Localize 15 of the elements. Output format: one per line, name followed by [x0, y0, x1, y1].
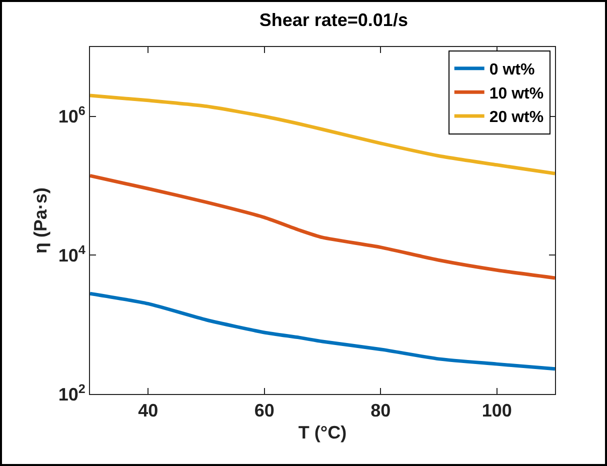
- y-axis-title: η (Pa·s): [30, 187, 51, 254]
- x-axis-title: T (°C): [298, 422, 347, 443]
- line-series: [90, 174, 555, 280]
- x-tick-label: 40: [138, 400, 158, 421]
- legend-label: 0 wt%: [489, 62, 535, 79]
- legend-label: 20 wt%: [489, 109, 544, 126]
- chart-title: Shear rate=0.01/s: [259, 10, 408, 30]
- x-tick-label: 60: [254, 400, 274, 421]
- y-tick-label: 10$^{4}$: [58, 242, 86, 266]
- y-tick-label: 10$^{6}$: [58, 104, 86, 127]
- x-tick-label: 100: [482, 400, 512, 421]
- x-tick-label: 80: [370, 400, 391, 421]
- legend-label: 10 wt%: [489, 85, 544, 102]
- y-tick-label: 10$^{2}$: [58, 382, 86, 404]
- line-series: [90, 292, 555, 371]
